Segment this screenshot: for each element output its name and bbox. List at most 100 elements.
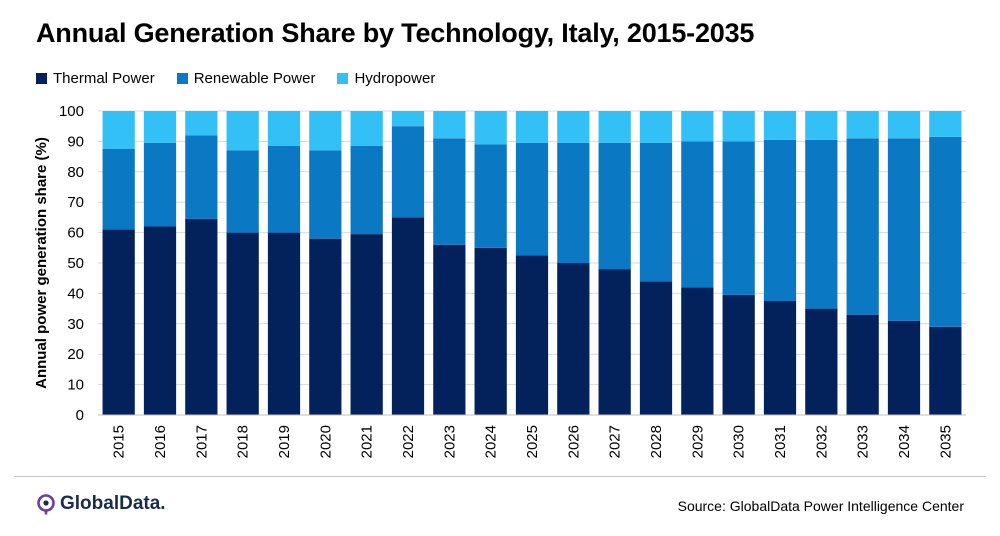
legend-label-renewable: Renewable Power [193, 70, 316, 87]
bar-thermal-2031 [763, 301, 797, 415]
bar-hydro-2025 [515, 111, 549, 143]
bar-thermal-2023 [433, 244, 466, 415]
bar-hydro-2022 [391, 111, 425, 127]
bar-hydro-2023 [433, 111, 466, 139]
bar-hydro-2015 [102, 111, 135, 149]
y-tick-label: 90 [67, 133, 84, 150]
bar-renewable-2029 [681, 141, 714, 288]
bar-renewable-2027 [598, 142, 631, 270]
legend-swatch-thermal [36, 73, 47, 84]
chart-title: Annual Generation Share by Technology, I… [36, 18, 755, 48]
legend-item-renewable: Renewable Power [176, 70, 316, 87]
bar-hydro-2026 [557, 111, 590, 143]
bar-thermal-2034 [887, 320, 921, 415]
bar-hydro-2016 [143, 111, 177, 143]
bar-thermal-2017 [185, 218, 218, 415]
bar-thermal-2024 [474, 247, 507, 415]
bar-renewable-2020 [309, 150, 342, 239]
bar-thermal-2026 [557, 263, 590, 415]
bar-renewable-2028 [639, 142, 673, 282]
x-tick-label: 2032 [813, 425, 830, 458]
bar-renewable-2030 [722, 141, 755, 295]
bar-thermal-2020 [309, 238, 342, 415]
footer-divider [14, 476, 986, 477]
bar-thermal-2027 [598, 269, 631, 415]
bar-thermal-2022 [391, 217, 425, 415]
bar-thermal-2029 [681, 287, 714, 415]
y-tick-label: 100 [59, 103, 84, 120]
x-tick-label: 2022 [400, 425, 417, 458]
bar-thermal-2016 [143, 226, 177, 415]
legend-item-thermal: Thermal Power [36, 70, 155, 87]
x-tick-label: 2031 [772, 425, 789, 458]
bar-hydro-2035 [929, 111, 962, 137]
bar-thermal-2018 [226, 232, 259, 415]
bar-renewable-2032 [805, 139, 838, 309]
bar-hydro-2020 [309, 111, 342, 151]
y-tick-label: 40 [67, 285, 84, 302]
legend-item-hydro: Hydropower [337, 70, 435, 87]
bar-hydro-2017 [185, 111, 218, 136]
legend-label-hydro: Hydropower [354, 70, 436, 87]
bar-hydro-2033 [846, 111, 879, 139]
bar-hydro-2019 [267, 111, 301, 146]
bar-hydro-2029 [681, 111, 714, 142]
bar-hydro-2024 [474, 111, 507, 145]
x-tick-label: 2023 [441, 425, 458, 458]
y-axis-label: Annual power generation share (%) [33, 137, 50, 389]
brand-name: GlobalData. [60, 493, 166, 514]
bar-thermal-2021 [350, 234, 383, 415]
y-tick-label: 60 [67, 225, 84, 242]
x-tick-label: 2034 [896, 425, 913, 458]
source-note: Source: GlobalData Power Intelligence Ce… [677, 498, 964, 514]
bar-renewable-2025 [515, 142, 549, 256]
bar-renewable-2015 [102, 149, 135, 230]
bar-hydro-2030 [722, 111, 755, 142]
bar-renewable-2023 [433, 138, 466, 245]
bar-thermal-2033 [846, 314, 879, 415]
y-tick-label: 0 [76, 407, 84, 424]
bar-thermal-2019 [267, 232, 301, 415]
y-tick-label: 70 [67, 194, 84, 211]
x-tick-label: 2025 [524, 425, 541, 458]
bar-renewable-2033 [846, 138, 879, 315]
y-tick-label: 30 [67, 316, 84, 333]
x-tick-label: 2017 [193, 425, 210, 458]
x-tick-label: 2016 [152, 425, 169, 458]
globaldata-logo: GlobalData. [36, 493, 166, 515]
x-tick-label: 2019 [276, 425, 293, 458]
bar-hydro-2018 [226, 111, 259, 151]
bar-hydro-2027 [598, 111, 631, 143]
bar-thermal-2032 [805, 308, 838, 415]
legend-label-thermal: Thermal Power [53, 70, 155, 87]
bar-renewable-2016 [143, 142, 177, 227]
x-tick-label: 2035 [937, 425, 954, 458]
x-tick-label: 2030 [731, 425, 748, 458]
bar-renewable-2017 [185, 135, 218, 219]
bar-thermal-2028 [639, 281, 673, 415]
x-tick-label: 2021 [359, 425, 376, 458]
bar-renewable-2021 [350, 145, 383, 235]
bar-renewable-2018 [226, 150, 259, 233]
bar-hydro-2031 [763, 111, 797, 140]
bar-thermal-2035 [929, 326, 962, 415]
legend: Thermal Power Renewable Power Hydropower [36, 70, 435, 87]
legend-swatch-hydro [337, 73, 349, 84]
x-tick-label: 2027 [607, 425, 624, 458]
bar-renewable-2019 [267, 145, 301, 233]
y-tick-label: 20 [67, 346, 84, 363]
bar-renewable-2024 [474, 144, 507, 248]
x-tick-label: 2020 [317, 425, 334, 458]
x-tick-label: 2033 [855, 425, 872, 458]
bar-hydro-2034 [887, 111, 921, 139]
x-tick-label: 2018 [235, 425, 252, 458]
bar-renewable-2031 [763, 139, 797, 301]
globaldata-logo-icon [37, 494, 55, 515]
legend-swatch-renewable [176, 73, 188, 84]
x-tick-label: 2026 [565, 425, 582, 458]
bar-hydro-2028 [639, 111, 673, 143]
bar-thermal-2025 [515, 255, 549, 415]
y-tick-label: 10 [67, 377, 84, 394]
